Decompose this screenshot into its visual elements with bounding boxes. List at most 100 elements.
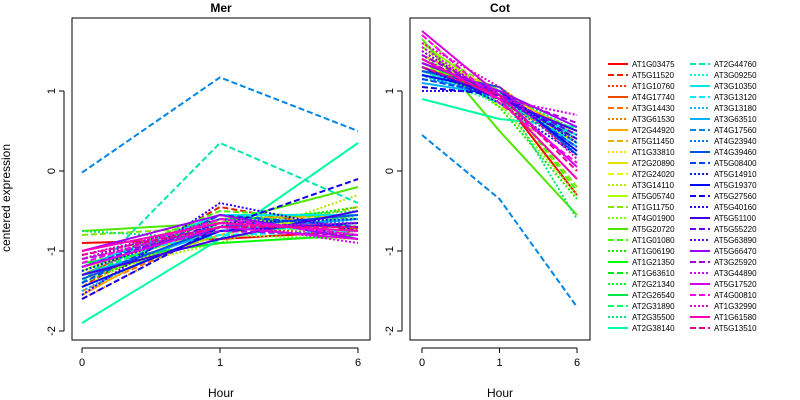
- y-axis-label: centered expression: [0, 144, 13, 252]
- legend-label-AT5G17520: AT5G17520: [714, 280, 757, 289]
- mer-series-line-AT3G14430: [81, 218, 359, 292]
- legend-label-AT1G03475: AT1G03475: [632, 60, 675, 69]
- cot-series-line-AT2G21340: [421, 74, 578, 132]
- mer-series-line-AT5G14910: [81, 218, 359, 272]
- legend-label-AT3G44890: AT3G44890: [714, 269, 757, 278]
- mer-y-tick-label: -2: [46, 326, 58, 336]
- legend-box: [601, 56, 788, 344]
- legend-label-AT4G23940: AT4G23940: [714, 137, 757, 146]
- mer-series-line-AT2G44760: [81, 141, 359, 284]
- panel-cot: Cot Hour 0 1 6 -2 -1 0 1: [384, 1, 591, 400]
- legend-label-AT1G61580: AT1G61580: [714, 313, 757, 322]
- cot-x-tick-label: 6: [574, 357, 580, 369]
- legend-label-AT5G63890: AT5G63890: [714, 236, 757, 245]
- legend-label-AT3G13180: AT3G13180: [714, 104, 757, 113]
- legend-label-AT4G00810: AT4G00810: [714, 291, 757, 300]
- legend-label-AT2G44760: AT2G44760: [714, 60, 757, 69]
- panel-mer-title: Mer: [210, 1, 232, 15]
- cot-series-line-AT1G11750: [421, 46, 578, 188]
- panel-mer-axes: 0 1 6 -2 -1 0 1: [46, 88, 361, 369]
- cot-series-line-AT4G17560: [421, 134, 578, 308]
- cot-y-tick-label: 1: [384, 88, 396, 94]
- legend-label-AT1G32990: AT1G32990: [714, 302, 757, 311]
- panel-mer-frame: [71, 17, 371, 341]
- legend-label-AT5G51100: AT5G51100: [714, 214, 757, 223]
- cot-y-tick-label: 0: [384, 168, 396, 174]
- legend-label-AT1G06190: AT1G06190: [632, 247, 675, 256]
- cot-series-line-AT5G20720: [421, 38, 578, 216]
- legend-label-AT5G13510: AT5G13510: [714, 324, 757, 333]
- legend-label-AT2G38140: AT2G38140: [632, 324, 675, 333]
- legend-label-AT3G61530: AT3G61530: [632, 115, 675, 124]
- panel-cot-title: Cot: [490, 1, 510, 15]
- legend-label-AT5G55220: AT5G55220: [714, 225, 757, 234]
- panel-cot-frame: [409, 17, 591, 341]
- legend-label-AT1G10760: AT1G10760: [632, 82, 675, 91]
- panel-mer-x-axis-label: Hour: [208, 386, 234, 400]
- legend-label-AT4G01900: AT4G01900: [632, 214, 675, 223]
- cot-series-line-AT1G61580: [421, 58, 578, 180]
- cot-y-tick-label: -2: [384, 326, 396, 336]
- legend-label-AT5G05740: AT5G05740: [632, 192, 675, 201]
- cot-series-line-AT1G32990: [421, 42, 578, 160]
- mer-series-line-AT5G40160: [81, 201, 359, 296]
- legend-label-AT5G11450: AT5G11450: [632, 137, 675, 146]
- legend-label-AT5G66470: AT5G66470: [714, 247, 757, 256]
- legend-label-AT2G31890: AT2G31890: [632, 302, 675, 311]
- mer-y-tick-label: -1: [46, 246, 58, 256]
- legend-label-AT5G19370: AT5G19370: [714, 181, 757, 190]
- legend-label-AT5G11520: AT5G11520: [632, 71, 675, 80]
- mer-series-line-AT4G00810: [81, 217, 359, 264]
- panel-cot-series-group: [421, 30, 578, 308]
- legend-label-AT4G17740: AT4G17740: [632, 93, 675, 102]
- mer-x-tick-label: 6: [355, 357, 361, 369]
- mer-series-line-AT4G17560: [81, 76, 359, 174]
- mer-series-line-AT5G66470: [81, 213, 359, 252]
- legend-label-AT1G63610: AT1G63610: [632, 269, 675, 278]
- cot-x-tick-label: 1: [496, 357, 502, 369]
- legend-label-AT1G01080: AT1G01080: [632, 236, 675, 245]
- legend-label-AT3G10350: AT3G10350: [714, 82, 757, 91]
- legend-label-AT3G13120: AT3G13120: [714, 93, 757, 102]
- legend-label-AT3G09250: AT3G09250: [714, 71, 757, 80]
- mer-x-tick-label: 1: [217, 357, 223, 369]
- mer-series-line-AT1G61580: [81, 221, 359, 252]
- legend-label-AT2G20890: AT2G20890: [632, 159, 675, 168]
- cot-y-tick-label: -1: [384, 246, 396, 256]
- panel-cot-x-axis-label: Hour: [487, 386, 513, 400]
- cot-series-line-AT3G09250: [421, 74, 578, 132]
- legend-label-AT5G20720: AT5G20720: [632, 225, 675, 234]
- legend-label-AT2G24020: AT2G24020: [632, 170, 675, 179]
- legend-label-AT5G08400: AT5G08400: [714, 159, 757, 168]
- legend-label-AT2G26540: AT2G26540: [632, 291, 675, 300]
- legend-label-AT2G35500: AT2G35500: [632, 313, 675, 322]
- mer-y-tick-label: 0: [46, 168, 58, 174]
- legend-label-AT1G11750: AT1G11750: [632, 203, 675, 212]
- cot-series-line-AT5G13510: [421, 66, 578, 172]
- mer-series-line-AT3G25920: [81, 229, 359, 260]
- mer-x-tick-label: 0: [79, 357, 85, 369]
- legend-label-AT2G21340: AT2G21340: [632, 280, 675, 289]
- panel-mer-series-group: [81, 76, 359, 324]
- legend-label-AT4G17560: AT4G17560: [714, 126, 757, 135]
- legend-label-AT5G40160: AT5G40160: [714, 203, 757, 212]
- legend-label-AT1G21350: AT1G21350: [632, 258, 675, 267]
- legend-label-AT3G14110: AT3G14110: [632, 181, 675, 190]
- legend-label-AT3G25920: AT3G25920: [714, 258, 757, 267]
- cot-series-line-AT1G06190: [421, 54, 578, 200]
- cot-x-tick-label: 0: [419, 357, 425, 369]
- legend-label-AT1G33810: AT1G33810: [632, 148, 675, 157]
- legend-label-AT3G14430: AT3G14430: [632, 104, 675, 113]
- mer-series-line-AT5G51100: [81, 210, 359, 276]
- mer-series-line-AT5G13510: [81, 226, 358, 256]
- cot-series-line-AT3G25920: [421, 54, 578, 124]
- legend-label-AT5G14910: AT5G14910: [714, 170, 757, 179]
- panel-cot-axes: 0 1 6 -2 -1 0 1: [384, 88, 580, 369]
- panel-mer: Mer centered expression Hour 0 1 6 -2 -1 0 1: [0, 1, 371, 400]
- cot-series-line-AT5G63890: [421, 50, 578, 140]
- legend: AT1G03475 AT5G11520 AT1G10760 AT4G17740 AT3G…: [601, 56, 788, 344]
- legend-label-AT2G44920: AT2G44920: [632, 126, 675, 135]
- legend-label-AT3G63510: AT3G63510: [714, 115, 757, 124]
- legend-label-AT5G27560: AT5G27560: [714, 192, 757, 201]
